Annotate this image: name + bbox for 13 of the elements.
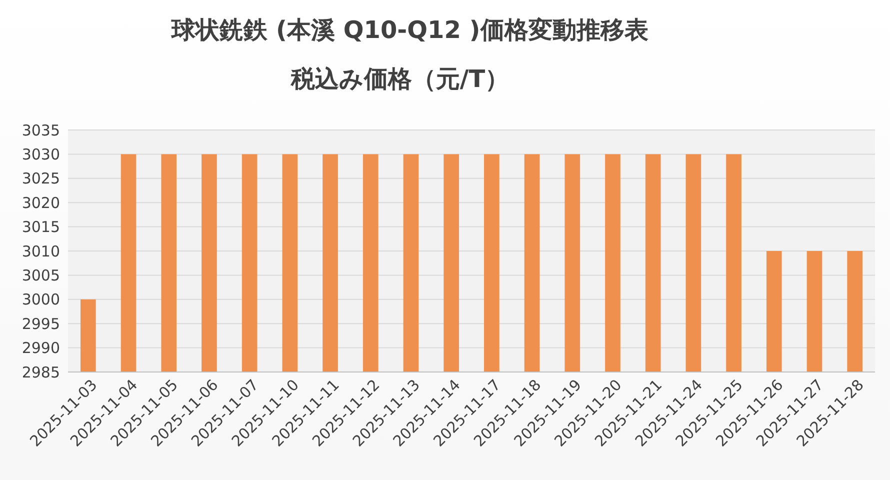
- y-tick-label: 3015: [22, 218, 60, 236]
- y-tick-label: 3010: [22, 242, 60, 260]
- y-tick-label: 2990: [22, 339, 60, 358]
- y-tick-label: 3025: [22, 170, 60, 188]
- y-tick-label: 3020: [22, 194, 60, 212]
- chart-title: 球状銑鉄 (本溪 Q10-Q12 )価格変動推移表: [170, 16, 648, 44]
- chart-subtitle: 税込み価格（元/T）: [290, 65, 510, 93]
- y-tick-label: 3035: [22, 121, 60, 140]
- y-tick-label: 3000: [22, 290, 60, 309]
- y-tick-label: 3005: [22, 266, 60, 284]
- y-tick-label: 3030: [22, 145, 60, 164]
- y-tick-label: 2995: [22, 314, 60, 333]
- y-tick-label: 2985: [22, 363, 60, 382]
